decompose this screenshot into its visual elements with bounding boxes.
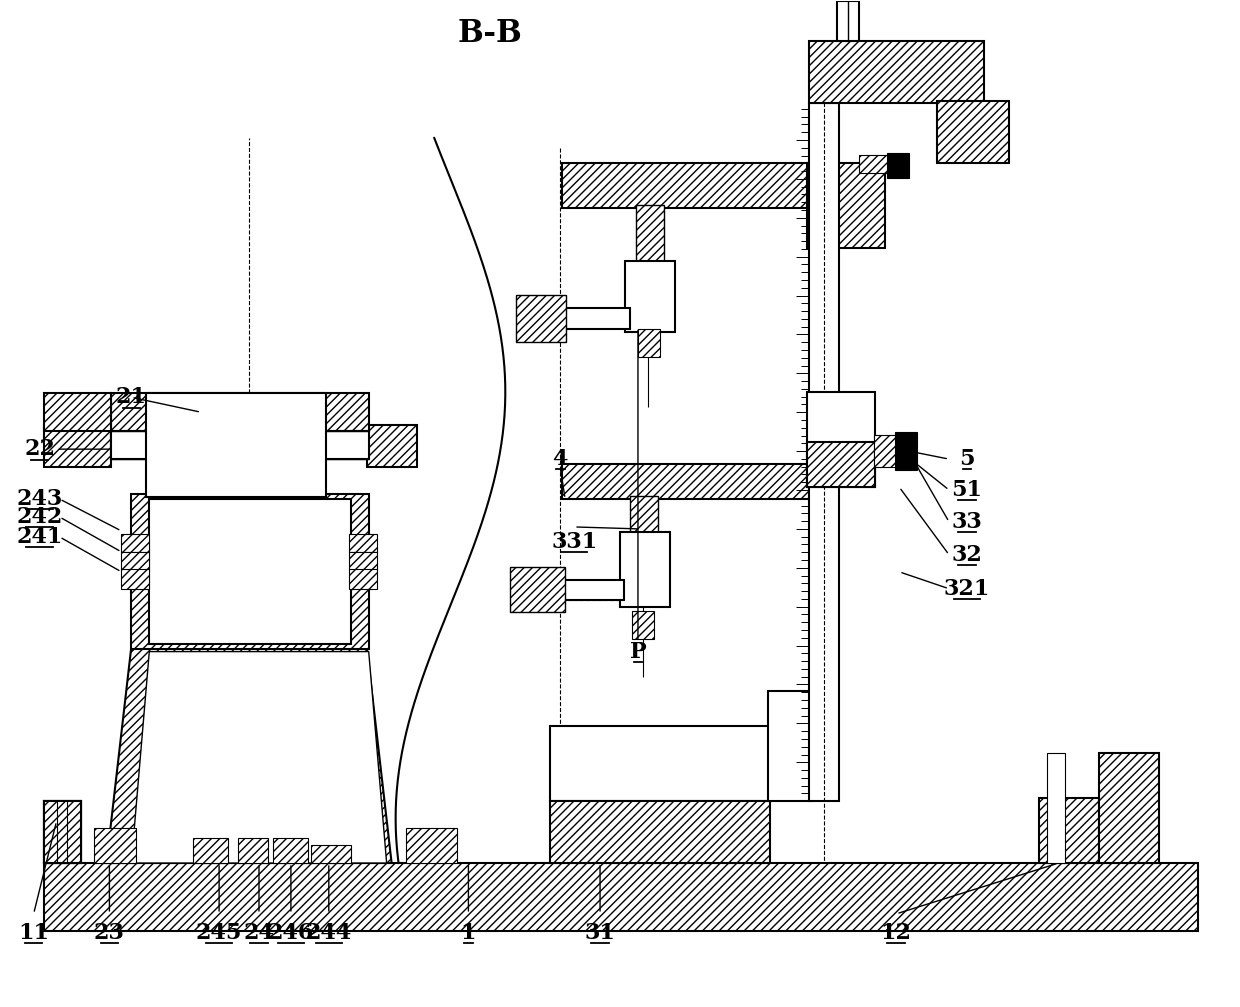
Bar: [149, 499, 351, 643]
Bar: [348, 534, 377, 552]
Bar: [511, 567, 565, 611]
Bar: [122, 552, 149, 570]
Bar: [632, 610, 653, 638]
Bar: [112, 394, 368, 431]
Bar: [625, 261, 675, 332]
Bar: [43, 425, 112, 467]
Text: 11: 11: [19, 921, 50, 944]
Text: 241: 241: [16, 526, 63, 548]
Bar: [551, 802, 770, 863]
Bar: [859, 155, 889, 173]
Bar: [94, 828, 136, 863]
Bar: [562, 464, 810, 499]
Bar: [238, 838, 268, 863]
Bar: [43, 802, 82, 863]
Bar: [1047, 753, 1065, 863]
Text: 22: 22: [24, 438, 55, 460]
Polygon shape: [131, 652, 387, 863]
Bar: [112, 431, 159, 459]
Bar: [348, 569, 377, 589]
Bar: [768, 692, 812, 802]
Bar: [562, 163, 810, 207]
Bar: [122, 569, 149, 589]
Bar: [367, 425, 417, 467]
Bar: [562, 307, 630, 329]
Bar: [937, 101, 1009, 163]
Bar: [807, 163, 885, 248]
Text: 21: 21: [115, 387, 146, 408]
Text: 31: 31: [584, 921, 615, 944]
Bar: [146, 394, 326, 497]
Bar: [637, 329, 660, 357]
Bar: [810, 103, 839, 802]
Bar: [405, 828, 458, 863]
Bar: [193, 838, 228, 863]
Bar: [348, 552, 377, 570]
Bar: [562, 580, 624, 600]
Text: 23: 23: [94, 921, 125, 944]
Bar: [810, 41, 985, 103]
Bar: [43, 394, 112, 431]
Text: 243: 243: [16, 488, 63, 510]
Bar: [807, 442, 875, 487]
Bar: [1099, 753, 1158, 863]
Bar: [273, 838, 308, 863]
Bar: [43, 802, 82, 863]
Bar: [895, 432, 918, 470]
Text: B-B: B-B: [458, 18, 523, 48]
Text: 33: 33: [951, 511, 982, 533]
Text: 32: 32: [951, 544, 982, 566]
Bar: [122, 534, 149, 552]
Bar: [43, 802, 82, 863]
Text: 12: 12: [880, 921, 911, 944]
Text: 331: 331: [551, 531, 598, 553]
Bar: [874, 435, 897, 467]
Polygon shape: [131, 652, 387, 863]
Text: 24: 24: [243, 921, 274, 944]
Bar: [319, 431, 367, 459]
Text: 242: 242: [16, 506, 63, 528]
Bar: [636, 204, 663, 263]
Bar: [311, 845, 351, 863]
Bar: [837, 1, 859, 41]
Text: 321: 321: [944, 578, 991, 600]
Text: 244: 244: [306, 921, 352, 944]
Text: 1: 1: [461, 921, 476, 944]
Bar: [810, 398, 874, 442]
Text: 246: 246: [268, 921, 314, 944]
Bar: [131, 494, 368, 649]
Text: 4: 4: [553, 448, 568, 470]
Bar: [516, 295, 567, 342]
Bar: [1039, 799, 1099, 863]
Bar: [43, 863, 1198, 930]
Text: 5: 5: [960, 448, 975, 470]
Bar: [551, 726, 770, 802]
Bar: [620, 532, 670, 606]
Text: P: P: [630, 640, 646, 663]
Text: 245: 245: [196, 921, 242, 944]
Bar: [112, 431, 368, 459]
Bar: [630, 496, 658, 534]
Text: 51: 51: [951, 479, 982, 501]
Bar: [807, 393, 875, 487]
Bar: [888, 153, 909, 178]
Polygon shape: [107, 646, 392, 863]
